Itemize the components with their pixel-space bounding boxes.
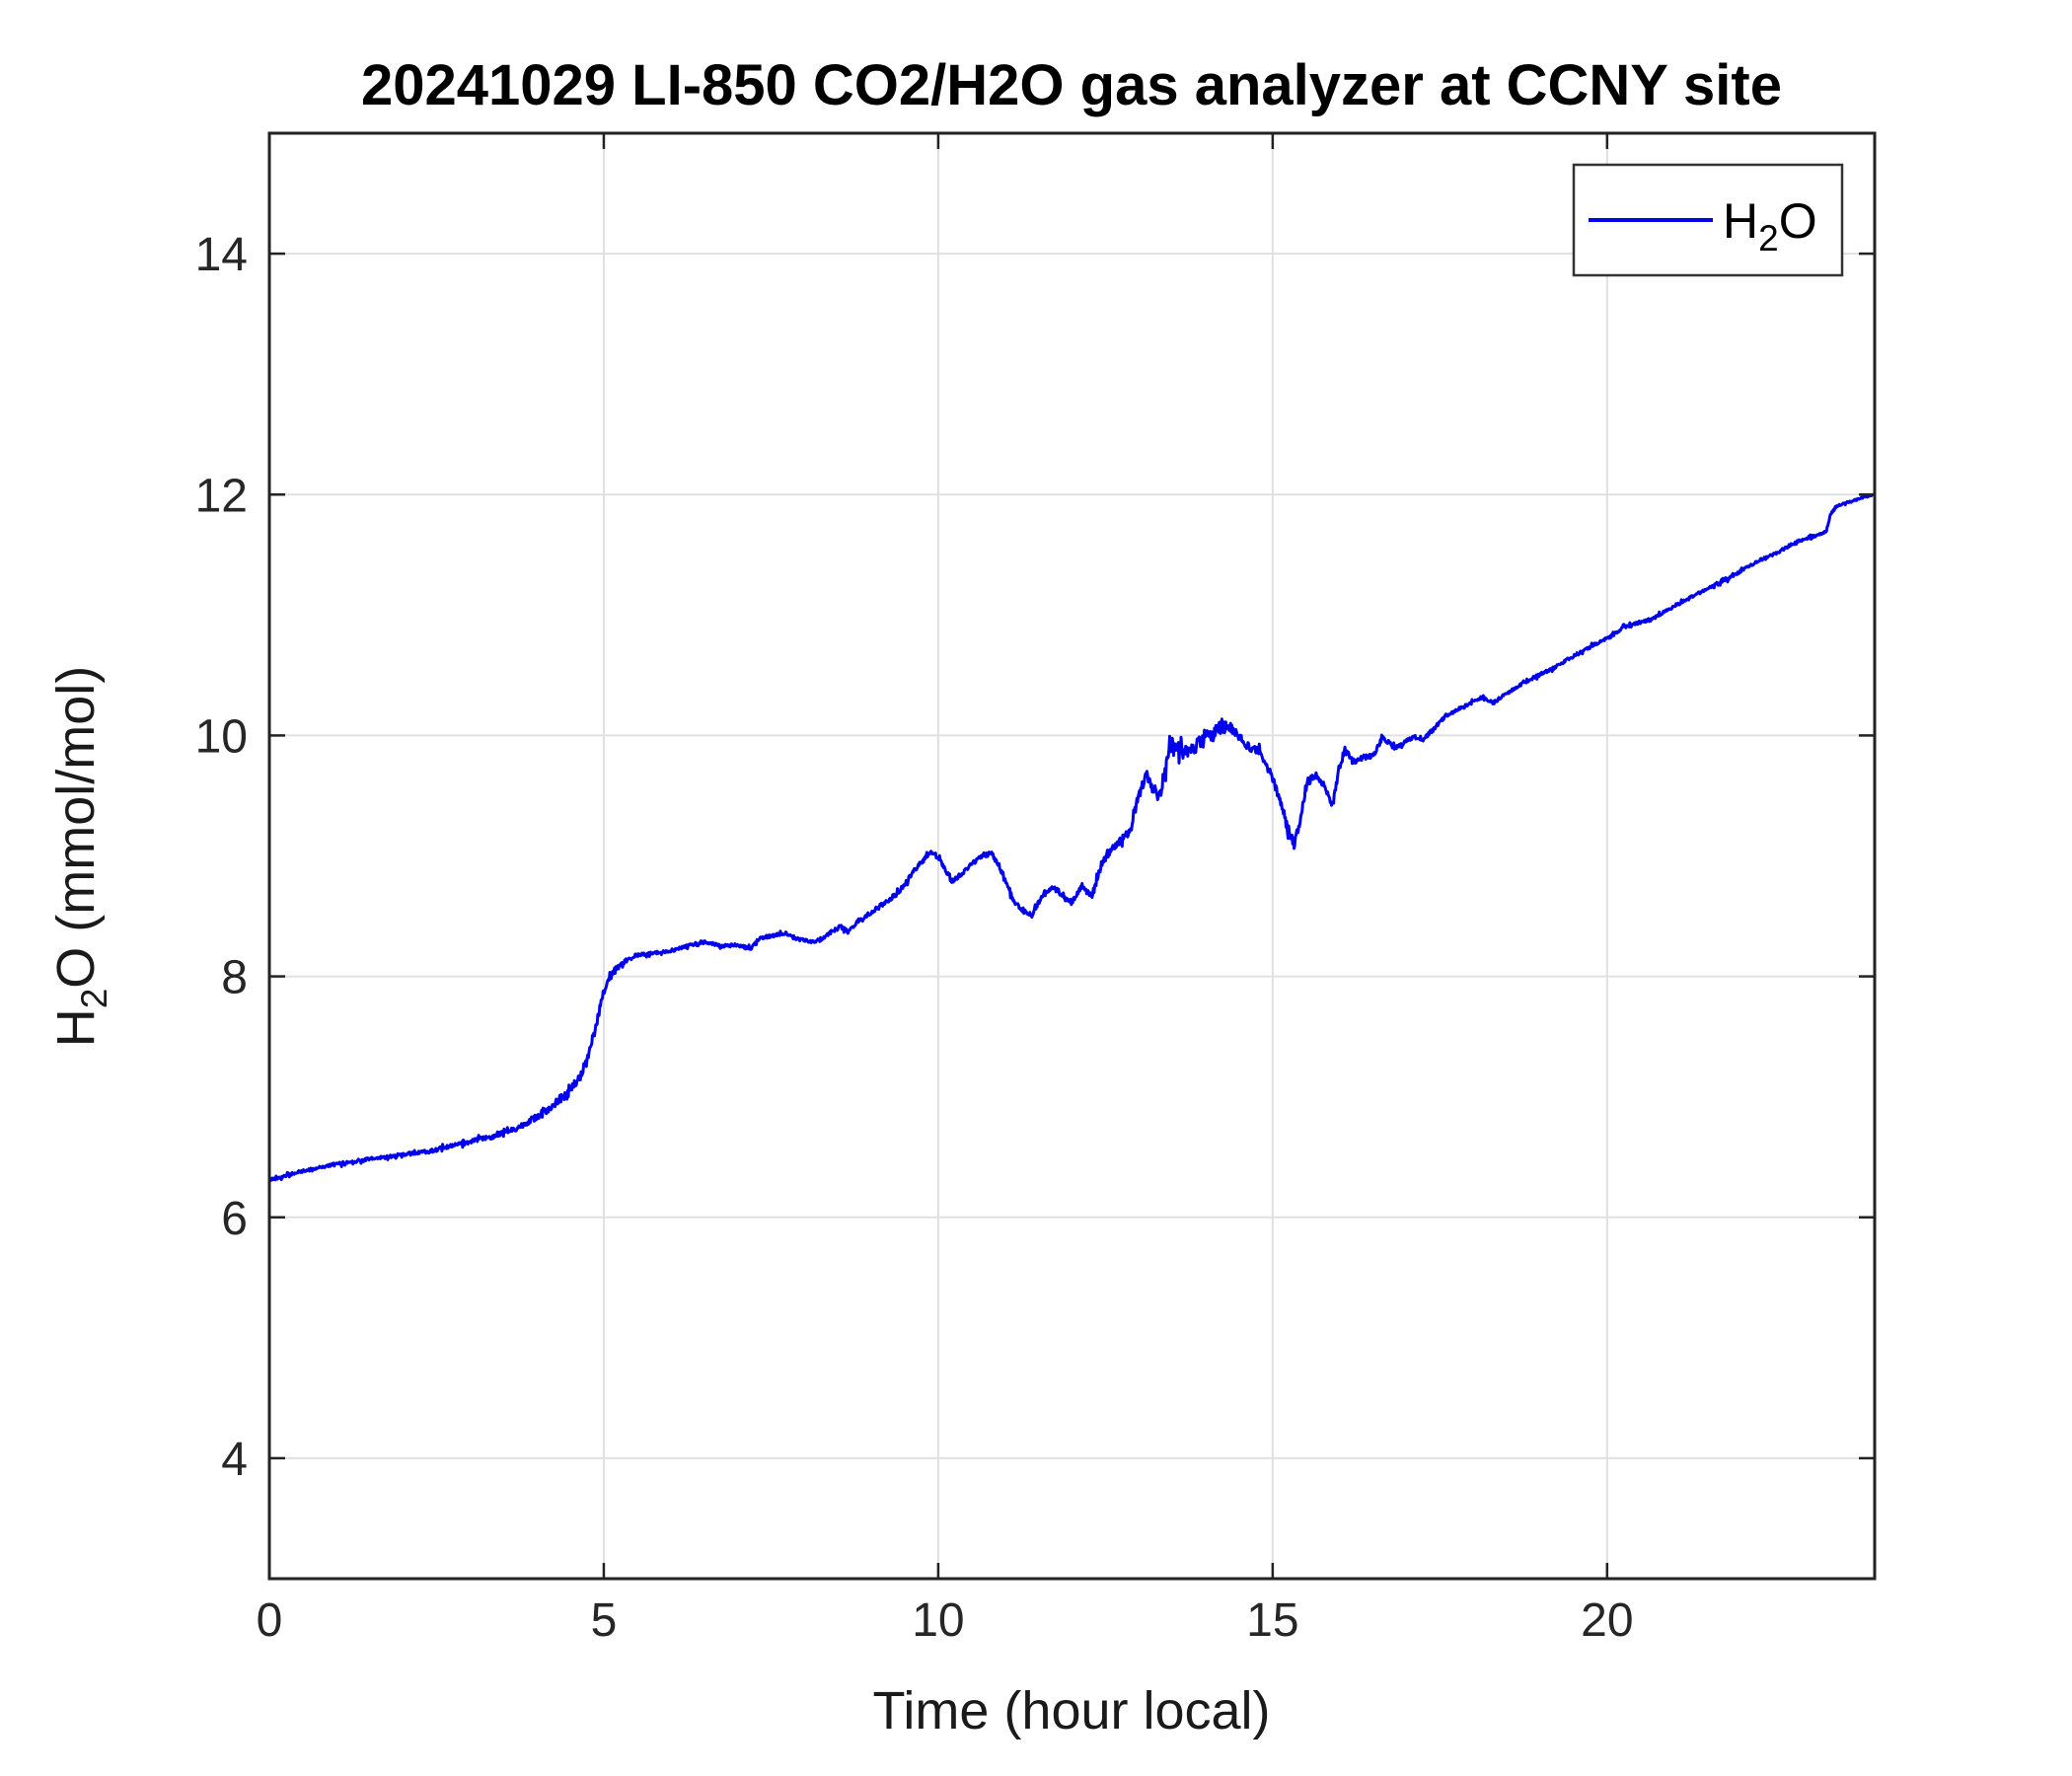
legend-label-post: O bbox=[1779, 193, 1817, 249]
h2o-data-line bbox=[267, 492, 1876, 1182]
curve-layer bbox=[267, 492, 1876, 1182]
y-axis-label-sub: 2 bbox=[74, 989, 114, 1009]
legend-label: H2O bbox=[1723, 193, 1817, 259]
x-tick-label: 5 bbox=[591, 1594, 618, 1647]
legend-label-sub: 2 bbox=[1758, 218, 1779, 259]
plot-border bbox=[267, 131, 1877, 1581]
y-tick-label: 14 bbox=[195, 229, 248, 281]
x-tick-label: 20 bbox=[1581, 1594, 1633, 1647]
x-tick-label: 0 bbox=[257, 1594, 283, 1647]
legend-label-pre: H bbox=[1723, 193, 1758, 249]
y-tick-label: 6 bbox=[221, 1193, 248, 1245]
y-tick-label: 8 bbox=[221, 952, 248, 1004]
y-axis-label-post: O (mmol/mol) bbox=[46, 666, 106, 989]
x-tick-label: 10 bbox=[912, 1594, 964, 1647]
tick-layer: 0 5 10 15 20 4 6 8 10 12 14 bbox=[195, 133, 1875, 1647]
y-axis-label: H2O (mmol/mol) bbox=[46, 666, 114, 1048]
x-axis-label: Time (hour local) bbox=[872, 1681, 1270, 1740]
legend-box: H2O bbox=[1572, 163, 1844, 277]
y-tick-label: 4 bbox=[221, 1434, 248, 1486]
x-tick-label: 15 bbox=[1246, 1594, 1298, 1647]
y-tick-label: 10 bbox=[195, 710, 248, 763]
y-axis-label-pre: H bbox=[46, 1008, 106, 1047]
chart-title: 20241029 LI-850 CO2/H2O gas analyzer at … bbox=[361, 53, 1782, 117]
grid-layer bbox=[269, 133, 1875, 1579]
y-tick-label: 12 bbox=[195, 470, 248, 522]
